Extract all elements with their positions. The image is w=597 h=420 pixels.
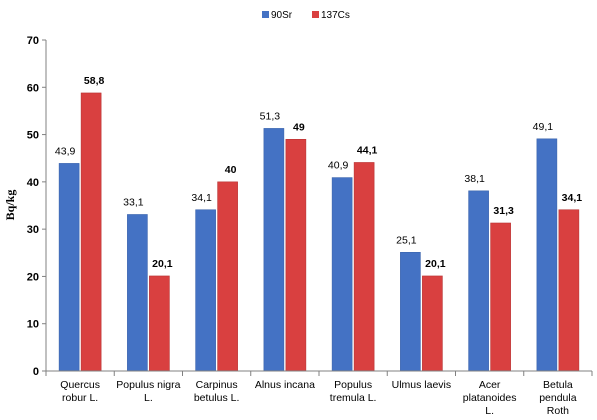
- data-label-90sr: 49,1: [533, 121, 554, 133]
- data-label-90sr: 43,9: [55, 145, 76, 157]
- data-label-137cs: 40: [225, 164, 237, 176]
- data-label-90sr: 25,1: [396, 234, 417, 246]
- data-label-90sr: 34,1: [191, 192, 212, 204]
- y-tick-label: 40: [27, 177, 39, 189]
- data-label-90sr: 51,3: [260, 110, 281, 122]
- x-category-label: Ulmus laevis: [392, 379, 452, 391]
- bars: [58, 92, 580, 372]
- data-label-137cs: 20,1: [425, 258, 446, 270]
- legend-swatch-90sr: [262, 11, 269, 18]
- data-label-90sr: 33,1: [123, 196, 144, 208]
- bar-90sr: [331, 177, 353, 372]
- data-label-137cs: 44,1: [357, 144, 378, 156]
- bar-90sr: [127, 214, 148, 372]
- y-tick-label: 60: [27, 82, 39, 94]
- bar-137cs: [285, 139, 307, 372]
- y-tick-label: 20: [27, 271, 39, 283]
- x-category-label: Populus tremula L.: [330, 379, 377, 404]
- bar-137cs: [217, 181, 238, 372]
- legend-swatch-137cs: [312, 11, 319, 18]
- bar-90sr: [536, 138, 558, 372]
- bar-90sr: [400, 252, 421, 372]
- legend: 90Sr 137Cs: [262, 10, 350, 21]
- x-category-label: Populus nigra L.: [116, 379, 180, 404]
- data-label-137cs: 49: [293, 121, 305, 133]
- bar-137cs: [80, 92, 102, 372]
- bar-137cs: [490, 222, 511, 372]
- x-category-label: Alnus incana: [255, 379, 315, 391]
- x-category-label: Quercus robur L.: [60, 379, 100, 404]
- bar-137cs: [422, 275, 443, 372]
- bar-137cs: [558, 209, 580, 372]
- bar-137cs: [353, 162, 375, 372]
- bar-137cs: [149, 275, 170, 372]
- bar-90sr: [58, 163, 80, 372]
- data-label-137cs: 34,1: [562, 192, 583, 204]
- data-label-90sr: 38,1: [464, 173, 485, 185]
- x-category-label: Acer platanoides L.: [463, 379, 517, 417]
- legend-label-90sr: 90Sr: [271, 10, 293, 21]
- y-tick-label: 50: [27, 130, 39, 142]
- x-category-label: Betula pendula Roth: [539, 379, 577, 417]
- y-axis: 0 10 20 30 40 50 60 70: [27, 35, 47, 378]
- y-axis-label: Bq/kg: [3, 190, 17, 221]
- y-tick-label: 30: [27, 224, 39, 236]
- data-labels: 43,9 58,8 33,1 20,1 34,1 40 51,3 49 40,9 44,1 25,1…: [55, 75, 582, 270]
- data-label-90sr: 40,9: [328, 160, 349, 172]
- data-label-137cs: 58,8: [84, 75, 105, 87]
- y-tick-label: 10: [27, 319, 39, 331]
- y-tick-label: 0: [33, 366, 39, 378]
- y-tick-label: 70: [27, 35, 39, 47]
- x-category-label: Carpinus betulus L.: [194, 379, 240, 404]
- data-label-137cs: 31,3: [493, 205, 514, 217]
- x-axis: Quercus robur L. Populus nigra L. Carpinus be…: [45, 370, 593, 417]
- bar-90sr: [263, 128, 285, 372]
- bar-90sr: [195, 209, 216, 372]
- bar-90sr: [468, 190, 489, 372]
- data-label-137cs: 20,1: [152, 258, 173, 270]
- legend-label-137cs: 137Cs: [321, 10, 350, 21]
